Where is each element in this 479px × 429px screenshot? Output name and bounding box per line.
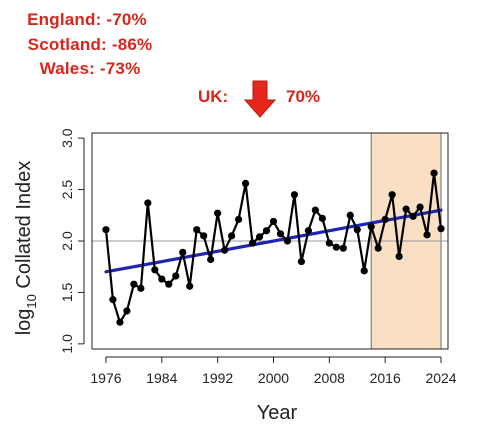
data-point [339,244,347,252]
data-point [262,227,271,235]
data-point [228,232,236,240]
y-axis-label-rest: Collated Index [13,161,35,294]
data-point [214,209,222,217]
england-stat: England: -70% [27,10,147,29]
data-point [416,203,424,211]
data-point [137,284,145,292]
y-axis-label-main: log [13,309,35,336]
data-point [304,227,312,235]
y-tick-label: 3.0 [59,128,75,148]
data-point [130,280,138,288]
x-tick-label: 1984 [146,370,177,386]
data-point [388,191,396,199]
data-point [179,248,187,256]
data-point [109,296,117,304]
data-point [325,239,333,247]
y-tick-label: 1.5 [59,282,75,302]
data-point [193,226,201,234]
y-tick-label: 2.0 [59,231,75,251]
data-point [311,206,319,214]
data-point [381,215,389,223]
uk-label: UK: [198,87,229,106]
y-axis-label: log10 Collated Index [13,161,39,336]
down-arrow-icon [244,80,276,118]
y-axis-label-sub: 10 [24,294,39,308]
data-point [297,257,306,266]
data-point [332,243,340,251]
data-point [234,215,243,223]
data-point [360,267,368,275]
y-tick-label: 2.5 [59,180,75,200]
data-point [241,179,250,187]
data-point [409,212,417,220]
data-point [102,226,110,234]
data-point [423,231,431,239]
data-point [269,217,278,226]
wales-stat: Wales: -73% [39,59,141,78]
data-point [248,239,257,247]
data-point [276,230,285,238]
data-point [123,307,131,315]
data-point [172,272,180,280]
x-tick-label: 1992 [202,370,233,386]
data-point [207,255,215,264]
x-tick-label: 2008 [314,370,345,386]
plot-frame [91,132,449,350]
x-tick-label: 2024 [425,370,456,386]
data-point [186,282,194,290]
data-point [144,199,152,207]
y-tick-label: 1.0 [59,334,75,354]
data-point [165,280,173,288]
data-point [367,223,375,231]
data-point [255,233,264,241]
data-point [437,225,445,233]
series-group [102,169,445,326]
x-tick-label: 1976 [90,370,121,386]
data-point [346,211,354,219]
y-axis: 1.0 1.5 2.0 2.5 3.0 [59,128,85,354]
data-point [430,169,438,177]
data-point [221,246,229,254]
x-tick-label: 2000 [258,370,289,386]
data-point [116,318,124,326]
x-tick-label: 2016 [370,370,401,386]
data-point [318,214,326,222]
uk-value: 70% [286,87,321,106]
x-axis-label: Year [257,402,298,424]
data-point [290,191,299,199]
data-point [283,237,292,245]
data-point [402,205,410,213]
data-point [395,252,403,261]
data-point [353,226,361,234]
data-point [374,244,382,252]
data-point [151,266,159,274]
data-point [158,275,166,283]
x-axis: 1976 1984 1992 2000 2008 2016 2024 [90,356,457,386]
scotland-stat: Scotland: -86% [27,35,153,54]
data-point [200,232,208,240]
